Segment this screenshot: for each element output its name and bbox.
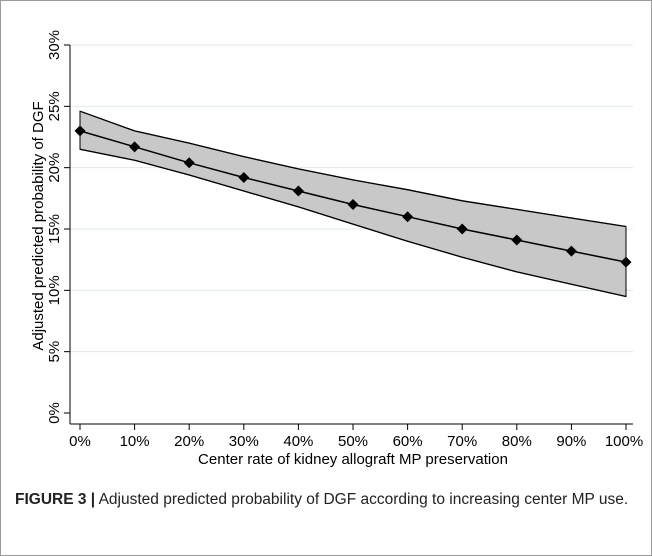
x-tick-label: 60% [393,433,423,450]
x-tick-label: 50% [338,433,368,450]
figure-label: FIGURE 3 | [15,491,96,508]
y-tick-label: 30% [46,30,63,60]
x-tick-label: 90% [556,433,586,450]
data-point-marker [292,185,304,197]
chart: 0% 10% 20% 30% 40% 50% 60% 70% 80% 90% 100% 0% 5% 10… [30,30,643,468]
figure-caption: FIGURE 3 | Adjusted predicted probabilit… [15,488,635,511]
data-point-marker [565,245,577,257]
data-point-marker [402,211,414,223]
x-tick-label: 80% [502,433,532,450]
y-tick-label: 10% [46,275,63,305]
y-axis-ticks: 0% 5% 10% 15% 20% 25% 30% [46,30,70,424]
data-point-marker [347,198,359,210]
x-tick-label: 40% [283,433,313,450]
confidence-upper-edge [79,110,627,228]
data-markers [74,125,632,268]
x-tick-label: 20% [174,433,204,450]
y-axis-label: Adjusted predicted probability of DGF [30,101,47,350]
x-axis-label: Center rate of kidney allograft MP prese… [198,451,508,468]
x-tick-label: 30% [229,433,259,450]
y-tick-label: 20% [46,153,63,183]
figure-caption-text: Adjusted predicted probability of DGF ac… [95,491,629,508]
data-point-marker [620,256,632,268]
data-point-marker [183,157,195,169]
x-axis-ticks: 0% 10% 20% 30% 40% 50% 60% 70% 80% 90% 100% [69,424,643,450]
y-tick-label: 15% [46,214,63,244]
x-tick-label: 0% [69,433,91,450]
y-tick-label: 25% [46,91,63,121]
y-tick-label: 0% [46,402,63,424]
data-point-marker [238,171,250,183]
data-point-marker [456,223,468,235]
y-tick-label: 5% [46,341,63,363]
axes [69,45,633,425]
x-tick-label: 70% [447,433,477,450]
data-point-marker [129,141,141,153]
confidence-lower-edge [79,148,627,298]
data-point-marker [74,125,86,137]
x-tick-label: 10% [120,433,150,450]
data-point-marker [511,234,523,246]
x-tick-label: 100% [605,433,643,450]
